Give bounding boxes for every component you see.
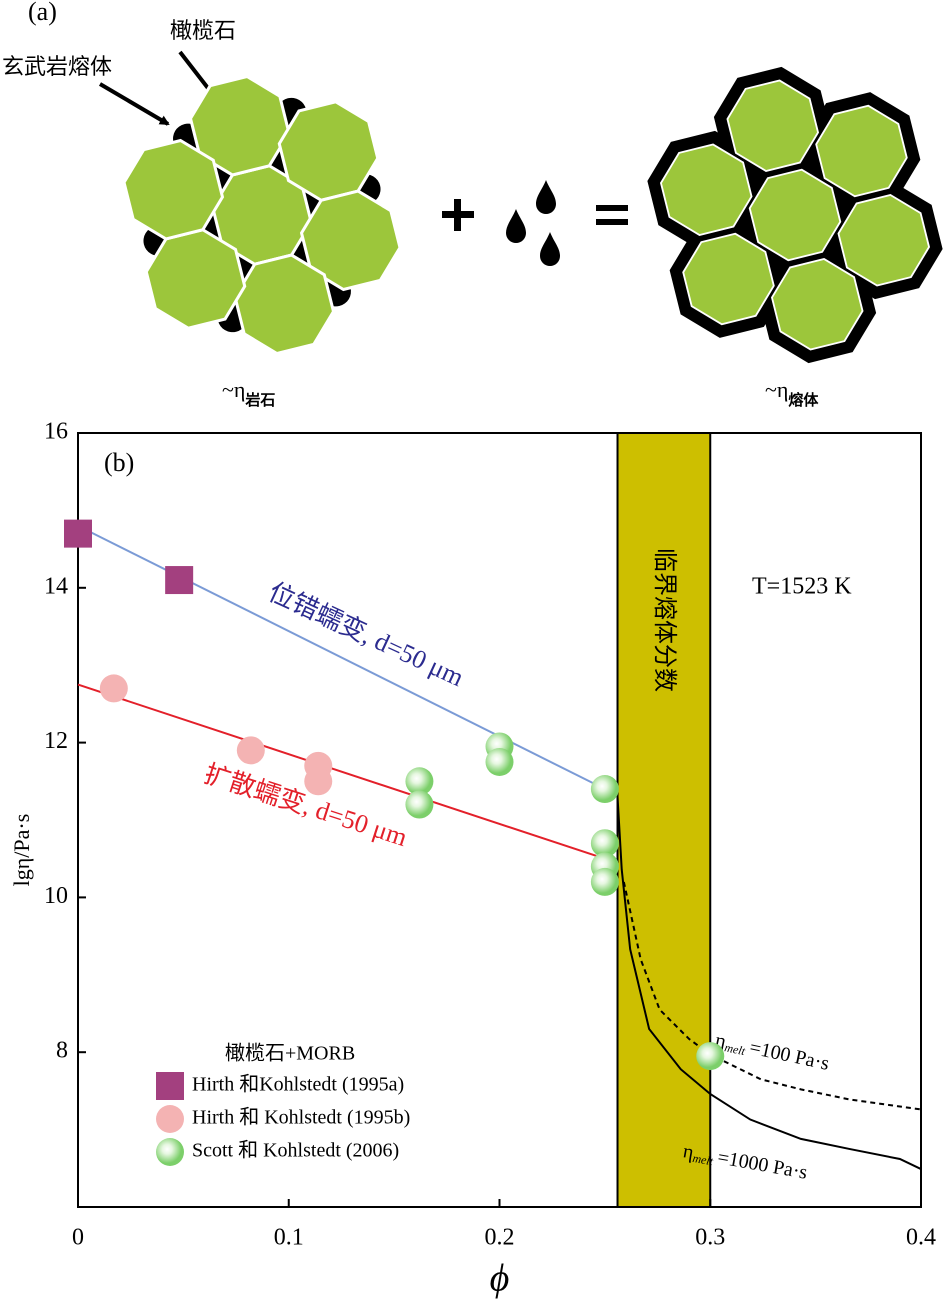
line <box>77 524 606 790</box>
subscript: melt <box>723 1040 747 1058</box>
line <box>77 683 606 860</box>
y-tick-label: 12 <box>44 728 68 754</box>
y-tick-label: 8 <box>56 1038 68 1064</box>
rock-viscosity: ~η岩石 <box>222 377 275 408</box>
x-tick-label: 0.2 <box>485 1225 515 1251</box>
x-tick-label: 0 <box>72 1225 84 1251</box>
band-label: 临界熔体分数 <box>651 548 679 692</box>
y-axis-label: lgη/Pa·s <box>9 814 34 887</box>
line-label: 扩散蠕变, d=50 μm <box>201 759 411 852</box>
legend-marker <box>156 1138 184 1166</box>
symbol: ~η <box>222 377 245 402</box>
melt-arrow <box>98 82 170 126</box>
circle-marker <box>304 767 333 796</box>
melt-cluster <box>639 51 950 380</box>
subscript: 熔体 <box>788 391 819 409</box>
x-tick-label: 0.3 <box>695 1225 725 1251</box>
melt-viscosity: ~η熔体 <box>765 377 819 408</box>
sphere-marker <box>405 790 434 819</box>
text: =1000 Pa·s <box>716 1146 809 1183</box>
y-tick-label: 14 <box>44 573 68 599</box>
plus-sign <box>442 199 474 231</box>
subscript: 岩石 <box>244 391 275 409</box>
x-axis-label: ϕ <box>490 1258 510 1300</box>
panel-label: (b) <box>104 448 134 477</box>
melt-label: 玄武岩熔体 <box>2 55 112 80</box>
legend-label: Hirth 和 Kohlstedt (1995b) <box>192 1106 410 1129</box>
legend-label: Scott 和 Kohlstedt (2006) <box>192 1139 399 1162</box>
sphere-marker <box>590 829 619 858</box>
melt-drops <box>506 180 560 266</box>
legend-marker <box>156 1072 184 1100</box>
sphere-marker <box>590 775 619 804</box>
legend-label: Hirth 和Kohlstedt (1995a) <box>192 1073 404 1096</box>
sphere-marker <box>696 1042 725 1071</box>
square-marker <box>64 519 92 548</box>
text: =100 Pa·s <box>748 1036 832 1074</box>
temperature-annotation: T=1523 K <box>752 574 852 600</box>
circle-marker <box>99 674 128 703</box>
plot: 临界熔体分数 8 10 12 14 16 0 0.1 0.2 0.3 0.4 ϕ lgη/Pa·s (b)… <box>9 419 936 1300</box>
symbol: η <box>681 1140 695 1163</box>
sphere-marker <box>405 767 434 796</box>
circle-marker <box>236 736 265 765</box>
line-label: ηmelt=100 Pa·s <box>713 1029 831 1076</box>
sphere-marker <box>485 747 514 776</box>
sphere-marker <box>590 867 619 896</box>
x-tick-label: 0.1 <box>274 1225 304 1251</box>
critical-band <box>616 432 712 1208</box>
x-tick-label: 0.4 <box>906 1225 936 1251</box>
symbol: ~η <box>765 377 788 402</box>
panel-a-label: (a) <box>28 0 57 26</box>
rock-cluster <box>115 68 409 362</box>
legend-title: 橄榄石+MORB <box>225 1042 355 1065</box>
y-tick-label: 16 <box>44 419 68 445</box>
equals-sign <box>596 205 628 225</box>
olivine-label: 橄榄石 <box>170 19 236 44</box>
subscript: melt <box>691 1151 714 1168</box>
square-marker <box>165 566 194 595</box>
legend-marker <box>156 1105 184 1133</box>
y-tick-label: 10 <box>44 883 68 909</box>
line <box>616 796 922 1170</box>
